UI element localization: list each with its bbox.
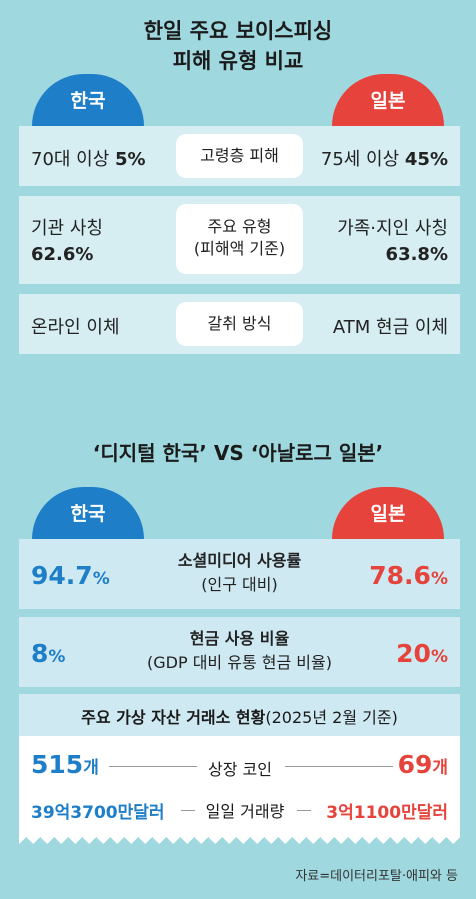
korea-listed-coins-value: 515개 bbox=[31, 750, 99, 779]
row-label-method: 갈취 방식 bbox=[176, 302, 303, 346]
torn-edge-decoration bbox=[19, 830, 460, 844]
row-label-social-media-sub: (인구 대비) bbox=[201, 575, 278, 594]
korea-cash-value: 8% bbox=[31, 639, 66, 668]
daily-volume-label: 일일 거래량 bbox=[205, 802, 285, 821]
korea-elderly-text: 70대 이상 5% bbox=[31, 149, 146, 170]
comparison-row-elderly: 70대 이상 5% 고령층 피해 75세 이상 45% bbox=[19, 126, 460, 186]
japan-label-pill-2: 일본 bbox=[332, 487, 444, 539]
row-label-main-type-line2: (피해액 기준) bbox=[193, 239, 286, 258]
japan-main-type-value: 63.8% bbox=[385, 244, 448, 265]
korea-social-media-value: 94.7% bbox=[31, 561, 110, 590]
japan-method-text: ATM 현금 이체 bbox=[332, 317, 448, 338]
listed-coins-label: 상장 코인 bbox=[208, 760, 272, 779]
row-label-social-media-title: 소셜미디어 사용률 bbox=[177, 551, 302, 570]
korea-method-text: 온라인 이체 bbox=[31, 317, 120, 338]
row-label-cash: 현금 사용 비율 (GDP 대비 유통 현금 비율) bbox=[119, 627, 360, 675]
japan-listed-coins-value: 69개 bbox=[397, 750, 448, 779]
korea-main-type-value: 62.6% bbox=[31, 244, 94, 265]
korea-label-pill-2: 한국 bbox=[32, 487, 144, 539]
row-label-cash-title: 현금 사용 비율 bbox=[189, 629, 290, 648]
japan-main-type-text: 가족·지인 사칭 bbox=[337, 218, 448, 239]
row-label-cash-sub: (GDP 대비 유통 현금 비율) bbox=[147, 653, 332, 672]
row-label-social-media: 소셜미디어 사용률 (인구 대비) bbox=[119, 549, 360, 597]
section2-title: ‘디지털 한국’ VS ‘아날로그 일본’ bbox=[92, 441, 384, 465]
japan-social-media-value: 78.6% bbox=[369, 561, 448, 590]
japan-label-pill: 일본 bbox=[332, 74, 444, 126]
exchange-heading: 주요 가상 자산 거래소 현황(2025년 2월 기준) bbox=[19, 694, 460, 736]
leader-line bbox=[285, 766, 393, 767]
japan-daily-volume-value: 3억1100만달러 bbox=[326, 803, 448, 823]
korea-elderly-value: 5% bbox=[115, 149, 146, 170]
leader-line bbox=[181, 810, 195, 811]
source-credit: 자료=데이터리포탈·애피와 등 bbox=[295, 869, 458, 884]
comparison-row-cash: 8% 현금 사용 비율 (GDP 대비 유통 현금 비율) 20% bbox=[19, 617, 460, 687]
korea-daily-volume-value: 39억3700만달러 bbox=[31, 803, 165, 823]
row-label-main-type: 주요 유형 (피해액 기준) bbox=[176, 204, 303, 274]
infographic-title-line2: 피해 유형 비교 bbox=[172, 49, 304, 73]
infographic-title-line1: 한일 주요 보이스피싱 bbox=[143, 19, 333, 43]
comparison-row-social-media: 94.7% 소셜미디어 사용률 (인구 대비) 78.6% bbox=[19, 539, 460, 609]
exchange-heading-sub: (2025년 2월 기준) bbox=[265, 708, 398, 727]
korea-label-pill: 한국 bbox=[32, 74, 144, 126]
comparison-row-method: 온라인 이체 갈취 방식 ATM 현금 이체 bbox=[19, 294, 460, 354]
japan-elderly-text: 75세 이상 45% bbox=[320, 149, 448, 170]
japan-elderly-value: 45% bbox=[404, 149, 448, 170]
comparison-row-main-type: 기관 사칭 62.6% 주요 유형 (피해액 기준) 가족·지인 사칭 63.8… bbox=[19, 196, 460, 284]
leader-line bbox=[109, 766, 197, 767]
korea-main-type-text: 기관 사칭 bbox=[31, 218, 103, 239]
row-label-elderly: 고령층 피해 bbox=[176, 134, 303, 178]
leader-line bbox=[297, 810, 311, 811]
row-label-main-type-line1: 주요 유형 bbox=[207, 217, 272, 236]
exchange-heading-title: 주요 가상 자산 거래소 현황 bbox=[81, 708, 266, 727]
exchange-panel: 515개 상장 코인 69개 39억3700만달러 일일 거래량 3억1100만… bbox=[19, 736, 460, 836]
japan-cash-value: 20% bbox=[396, 639, 448, 668]
